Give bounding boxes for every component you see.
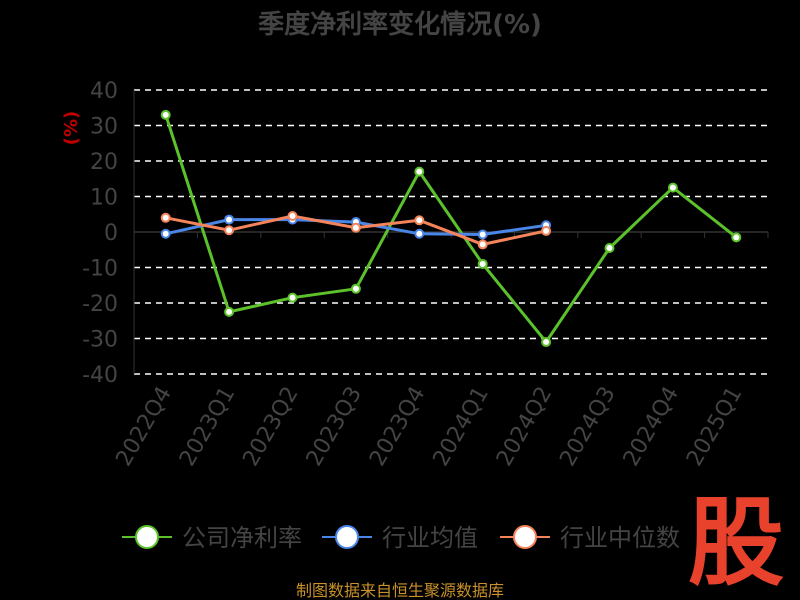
data-point (414, 215, 425, 226)
y-tick-label: -20 (82, 292, 118, 317)
x-tick-label: 2025Q1 (682, 383, 747, 471)
x-tick-label: 2023Q3 (302, 383, 367, 471)
x-tick-label: 2022Q4 (112, 383, 177, 471)
data-point (224, 306, 235, 317)
x-tick-label: 2024Q1 (429, 383, 494, 471)
legend-marker (335, 525, 359, 549)
data-point (287, 211, 298, 222)
data-point (287, 292, 298, 303)
data-point (350, 222, 361, 233)
y-tick-label: -30 (82, 328, 118, 353)
y-axis-unit: (%) (61, 111, 82, 146)
series-line (164, 114, 738, 345)
legend-label: 公司净利率 (182, 524, 302, 552)
y-tick-label: 40 (90, 79, 118, 104)
y-tick-label: 0 (104, 221, 118, 246)
legend: 公司净利率 行业均值 行业中位数 (122, 524, 680, 552)
data-point (414, 228, 425, 239)
data-point (160, 228, 171, 239)
x-tick-label: 2023Q1 (175, 383, 240, 471)
chart-title: 季度净利率变化情况(%) (258, 9, 542, 40)
y-tick-label: 10 (90, 186, 118, 211)
legend-marker (513, 525, 537, 549)
data-point (350, 283, 361, 294)
legend-marker (135, 525, 159, 549)
x-tick-label: 2024Q4 (619, 383, 684, 471)
data-point (160, 109, 171, 120)
series-lines (160, 109, 742, 348)
x-tick-label: 2024Q2 (492, 383, 557, 471)
data-point (667, 182, 678, 193)
data-point (477, 239, 488, 250)
data-point (414, 166, 425, 177)
legend-label: 行业中位数 (560, 524, 680, 552)
data-point (477, 258, 488, 269)
data-point (541, 337, 552, 348)
x-tick-label: 2023Q4 (365, 383, 430, 471)
data-point (224, 214, 235, 225)
y-tick-label: 20 (90, 150, 118, 175)
data-point (160, 212, 171, 223)
y-tick-label: -10 (82, 257, 118, 282)
data-point (541, 225, 552, 236)
brand-logo: 股 (688, 486, 784, 599)
axes: -40-30-20-100102030402022Q42023Q12023Q22… (82, 79, 769, 471)
data-point (731, 232, 742, 243)
x-tick-label: 2024Q3 (555, 383, 620, 471)
data-point (604, 242, 615, 253)
data-point (477, 229, 488, 240)
data-point (224, 225, 235, 236)
y-tick-label: 30 (90, 115, 118, 140)
legend-label: 行业均值 (382, 524, 478, 552)
x-tick-label: 2023Q2 (238, 383, 303, 471)
data-source-note: 制图数据来自恒生聚源数据库 (296, 581, 504, 600)
y-tick-label: -40 (82, 363, 118, 388)
